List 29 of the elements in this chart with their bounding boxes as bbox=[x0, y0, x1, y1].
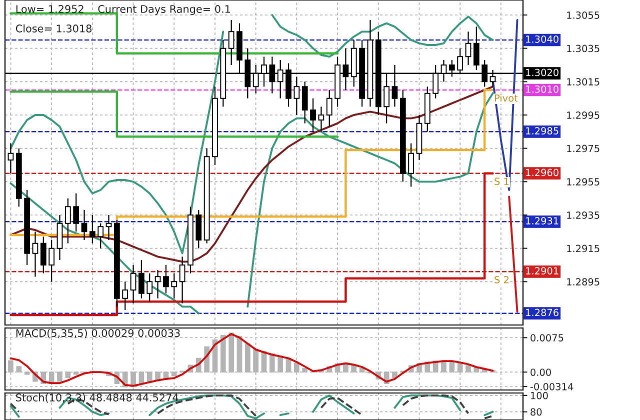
y-tick-label: 1.3015 bbox=[567, 78, 600, 86]
annotation: Close= 1.3018 bbox=[16, 24, 92, 32]
annotation: S 1 bbox=[494, 178, 509, 186]
ref-line-label: 1.2876 bbox=[526, 308, 558, 316]
y-tick-label: 80 bbox=[530, 408, 542, 416]
annotation: MACD(5,35,5) 0.00029 0.00033 bbox=[16, 328, 180, 338]
y-tick-label: 1.2955 bbox=[567, 178, 600, 186]
y-tick-label: 1.2975 bbox=[567, 144, 600, 152]
ref-line-label: 1.2931 bbox=[526, 217, 558, 224]
y-tick-label: 1.3035 bbox=[567, 44, 600, 52]
annotation: Low= 1.2952 Current Days Range= 0.1 bbox=[16, 5, 230, 15]
annotation: S 2 bbox=[494, 276, 508, 284]
y-tick-label: 1.2895 bbox=[567, 278, 600, 286]
ref-line-label: 1.3040 bbox=[526, 35, 558, 43]
y-tick-label: 1.2935 bbox=[567, 211, 600, 219]
ref-line-label: 1.3010 bbox=[526, 85, 558, 93]
y-tick-label: 1.2995 bbox=[567, 111, 600, 119]
y-tick-label: 0.00 bbox=[530, 368, 551, 376]
annotation: Pivot bbox=[494, 94, 518, 102]
y-tick-label: 0.0075 bbox=[530, 334, 564, 342]
y-tick-label: -0.00314 bbox=[530, 382, 574, 390]
y-tick-label: 1.2915 bbox=[567, 244, 600, 252]
y-tick-label: 1.3055 bbox=[567, 11, 600, 19]
ref-line-label: 1.2901 bbox=[526, 267, 558, 274]
ref-line-label: 1.3020 bbox=[526, 68, 558, 76]
ref-line-label: 1.2960 bbox=[526, 168, 558, 176]
annotation: Stoch(10,3,3) 48.4848 44.5274 bbox=[16, 393, 178, 403]
ref-line-label: 1.2985 bbox=[526, 127, 558, 134]
y-tick-label: 100 bbox=[531, 392, 548, 400]
